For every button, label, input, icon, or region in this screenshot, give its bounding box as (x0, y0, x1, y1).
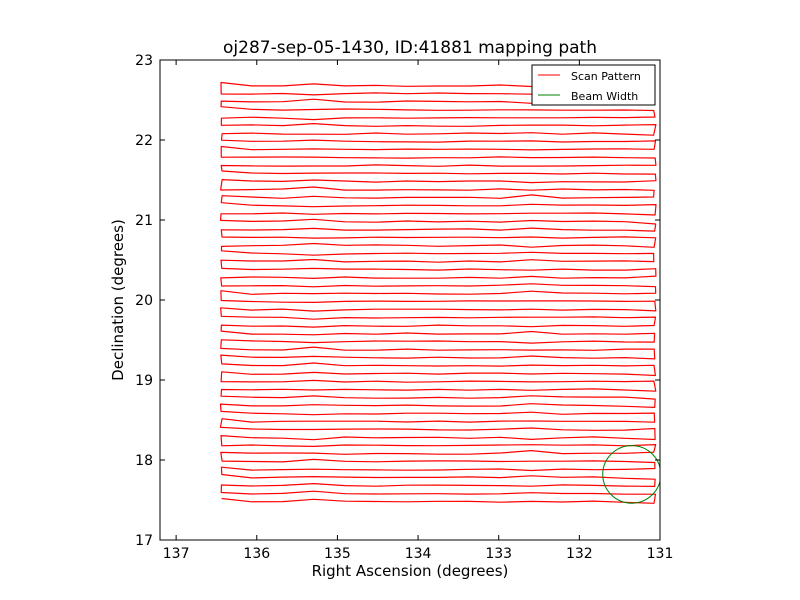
x-tick-label: 137 (163, 546, 190, 562)
legend: Scan Pattern Beam Width (531, 64, 656, 106)
x-tick-label: 132 (566, 546, 593, 562)
y-axis-label: Declination (degrees) (109, 219, 127, 381)
x-axis-label: Right Ascension (degrees) (312, 562, 509, 580)
y-tick-label: 22 (135, 133, 153, 149)
legend-box (531, 64, 656, 106)
ticks-layer: 137 136 135 134 133 132 131 17 18 19 20 21 22 23 (135, 53, 673, 562)
plot-area: 137 136 135 134 133 132 131 17 18 19 20 21 22 23 (135, 53, 673, 562)
y-tick-label: 21 (135, 213, 153, 229)
series-layer (219, 81, 660, 504)
x-tick-label: 136 (243, 546, 270, 562)
plot-background (160, 60, 660, 540)
y-tick-label: 20 (135, 293, 153, 309)
y-tick-label: 18 (135, 453, 153, 469)
x-tick-label: 133 (485, 546, 512, 562)
y-tick-label: 19 (135, 373, 153, 389)
x-tick-label: 131 (647, 546, 674, 562)
legend-label-scan: Scan Pattern (571, 70, 641, 83)
x-tick-label: 135 (324, 546, 351, 562)
chart-title: oj287-sep-05-1430, ID:41881 mapping path (223, 38, 597, 58)
y-tick-label: 17 (135, 533, 153, 549)
x-tick-label: 134 (405, 546, 432, 562)
scan-pattern-line (219, 81, 657, 504)
y-tick-label: 23 (135, 53, 153, 69)
beam-width-circle (602, 445, 660, 504)
legend-label-beam: Beam Width (571, 90, 638, 103)
